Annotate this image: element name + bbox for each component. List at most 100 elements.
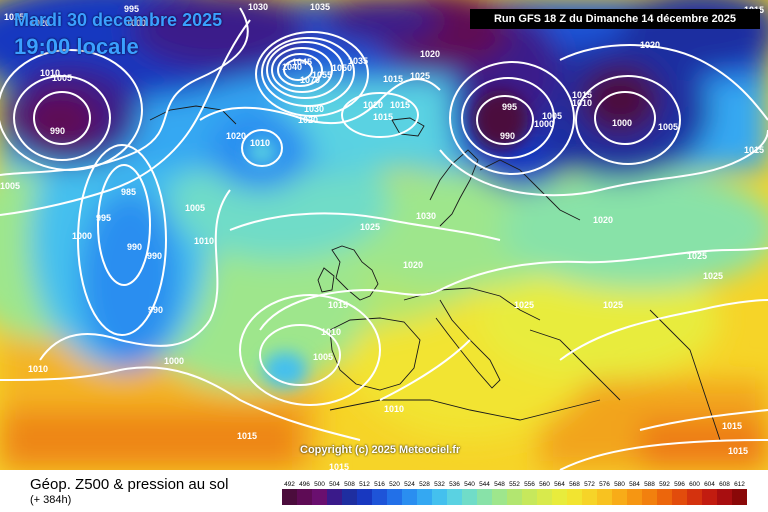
legend-color-swatch [507, 489, 522, 505]
legend-color-swatch [357, 489, 372, 505]
lead-time: (+ 384h) [30, 494, 72, 506]
legend-tick-label: 524 [404, 481, 415, 488]
isobar-label: 1030 [304, 104, 324, 114]
isobar-label: 990 [148, 305, 163, 315]
legend-color-swatch [567, 489, 582, 505]
isobar-label: 1025 [703, 271, 723, 281]
legend-tick-label: 564 [554, 481, 565, 488]
isobar-label: 1005 [52, 73, 72, 83]
isobar-label: 1030 [416, 211, 436, 221]
isobar-label: 1050 [332, 63, 352, 73]
isobar-label: 1020 [593, 215, 613, 225]
legend-tick-label: 576 [599, 481, 610, 488]
legend-tick-label: 512 [359, 481, 370, 488]
isobar-label: 1015 [383, 74, 403, 84]
legend-tick-label: 568 [569, 481, 580, 488]
legend-tick-label: 596 [674, 481, 685, 488]
isobar-label: 990 [50, 126, 65, 136]
legend-tick-label: 572 [584, 481, 595, 488]
legend-color-swatch [657, 489, 672, 505]
legend-tick-label: 496 [299, 481, 310, 488]
isobar-label: 990 [500, 131, 515, 141]
legend-color-swatch [687, 489, 702, 505]
legend-tick-label: 500 [314, 481, 325, 488]
isobar-label: 1015 [728, 446, 748, 456]
isobar-label: 1005 [658, 122, 678, 132]
legend-tick-label: 604 [704, 481, 715, 488]
legend-tick-label: 560 [539, 481, 550, 488]
legend-color-swatch [447, 489, 462, 505]
legend-color-swatch [492, 489, 507, 505]
isobar-label: 1025 [514, 300, 534, 310]
legend-color-swatch [342, 489, 357, 505]
legend-tick-label: 516 [374, 481, 385, 488]
isobar-label: 1010 [40, 68, 60, 78]
forecast-date: Mardi 30 decembre 2025 [14, 10, 223, 30]
legend-tick-label: 584 [629, 481, 640, 488]
isobar-label: 1015 [722, 421, 742, 431]
isobar-label: 995 [502, 102, 517, 112]
legend-tick-label: 580 [614, 481, 625, 488]
isobar-label: 995 [124, 4, 139, 14]
isobar-label: 1015 [572, 90, 592, 100]
isobar-label: 1020 [298, 115, 318, 125]
legend-color-swatch [327, 489, 342, 505]
isobar-label: 1045 [292, 57, 312, 67]
isobar-label: 1040 [282, 62, 302, 72]
legend-color-swatch [537, 489, 552, 505]
forecast-time: 19:00 locale [14, 34, 139, 59]
legend-color-swatch [627, 489, 642, 505]
isobar-label: 1000 [72, 231, 92, 241]
legend-tick-label: 504 [329, 481, 340, 488]
isobar-label: 1025 [360, 222, 380, 232]
legend-color-swatch [522, 489, 537, 505]
legend-tick-label: 556 [524, 481, 535, 488]
isobar-label: 1055 [312, 70, 332, 80]
legend-tick-label: 592 [659, 481, 670, 488]
isobar-label: 1015 [237, 431, 257, 441]
copyright-notice: Copyright (c) 2025 Meteociel.fr [300, 444, 461, 456]
legend-color-swatch [717, 489, 732, 505]
isobar-label: 1010 [28, 364, 48, 374]
legend-color-swatch [387, 489, 402, 505]
legend-color-swatch [642, 489, 657, 505]
isobar-label: 1015 [329, 462, 349, 470]
isobar-label: 1010 [321, 327, 341, 337]
legend-tick-label: 536 [449, 481, 460, 488]
legend-tick-label: 548 [494, 481, 505, 488]
z500-color-field [0, 0, 768, 470]
isobar-label: 1015 [373, 112, 393, 122]
legend-tick-label: 520 [389, 481, 400, 488]
legend-tick-label: 612 [734, 481, 745, 488]
isobar-label: 1025 [603, 300, 623, 310]
isobars [0, 7, 768, 470]
legend-tick-label: 492 [284, 481, 295, 488]
isobar-label: 1025 [410, 71, 430, 81]
model-run-info: Run GFS 18 Z du Dimanche 14 décembre 202… [470, 9, 760, 29]
isobar-label: 1010 [572, 98, 592, 108]
isobar-label: 990 [127, 242, 142, 252]
isobar-label: 1015 [390, 100, 410, 110]
isobar-label: 995 [96, 213, 111, 223]
isobar-label: 1005 [542, 111, 562, 121]
legend-color-swatch [312, 489, 327, 505]
isobar-label: 1030 [248, 2, 268, 12]
isobar-label: 1000 [164, 356, 184, 366]
isobar-label: 1005 [185, 203, 205, 213]
legend-color-swatch [477, 489, 492, 505]
isobar-label: 1010 [194, 236, 214, 246]
isobar-label: 1020 [30, 18, 50, 28]
legend-color-swatch [282, 489, 297, 505]
isobar-label: 1070 [300, 75, 320, 85]
color-scale-legend: 492 496 500 504 508 512 516 520 524 528 532 536 540 5… [282, 481, 747, 505]
isobar-label: 1025 [4, 12, 24, 22]
legend-color-swatch [612, 489, 627, 505]
legend-color-swatch [702, 489, 717, 505]
legend-tick-label: 600 [689, 481, 700, 488]
isobar-label: 1035 [310, 2, 330, 12]
legend-color-swatch [417, 489, 432, 505]
isobar-label: 1020 [403, 260, 423, 270]
